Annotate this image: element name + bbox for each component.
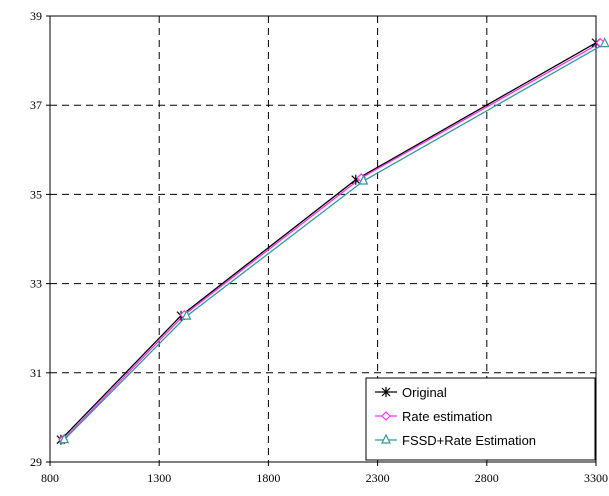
grid-lines xyxy=(50,16,596,462)
x-tick-label: 1800 xyxy=(256,471,280,485)
data-point xyxy=(358,174,369,185)
legend-label: FSSD+Rate Estimation xyxy=(402,433,536,448)
legend-box xyxy=(365,377,596,461)
data-point xyxy=(181,309,192,320)
y-axis-ticks: 29 31 33 35 37 39 xyxy=(30,9,50,469)
legend-label: Original xyxy=(402,385,447,400)
series-line xyxy=(63,43,606,441)
legend: Original Rate estimation FSSD+Rate Estimat… xyxy=(365,377,596,461)
data-point xyxy=(59,433,70,444)
x-tick-label: 2800 xyxy=(475,471,499,485)
y-tick-label: 35 xyxy=(30,187,42,201)
y-tick-label: 37 xyxy=(30,98,42,112)
data-point xyxy=(599,37,609,48)
y-tick-label: 39 xyxy=(30,9,42,23)
y-tick-label: 29 xyxy=(30,455,42,469)
legend-item: FSSD+Rate Estimation xyxy=(375,433,536,448)
legend-item: Rate estimation xyxy=(375,409,492,424)
x-axis-ticks: 800 1300 1800 2300 2800 3300 xyxy=(41,462,608,485)
plot-area xyxy=(49,15,597,463)
x-tick-label: 3300 xyxy=(584,471,608,485)
y-tick-label: 31 xyxy=(30,366,42,380)
series-group xyxy=(56,37,609,445)
x-tick-label: 1300 xyxy=(147,471,171,485)
data-point xyxy=(381,433,391,444)
data-point xyxy=(381,387,391,397)
legend-item: Original xyxy=(375,385,447,400)
x-tick-label: 800 xyxy=(41,471,59,485)
data-point xyxy=(381,411,391,421)
series-line xyxy=(60,42,597,441)
y-tick-label: 33 xyxy=(30,277,42,291)
series-line xyxy=(62,42,601,441)
x-tick-label: 2300 xyxy=(366,471,390,485)
legend-label: Rate estimation xyxy=(402,409,492,424)
